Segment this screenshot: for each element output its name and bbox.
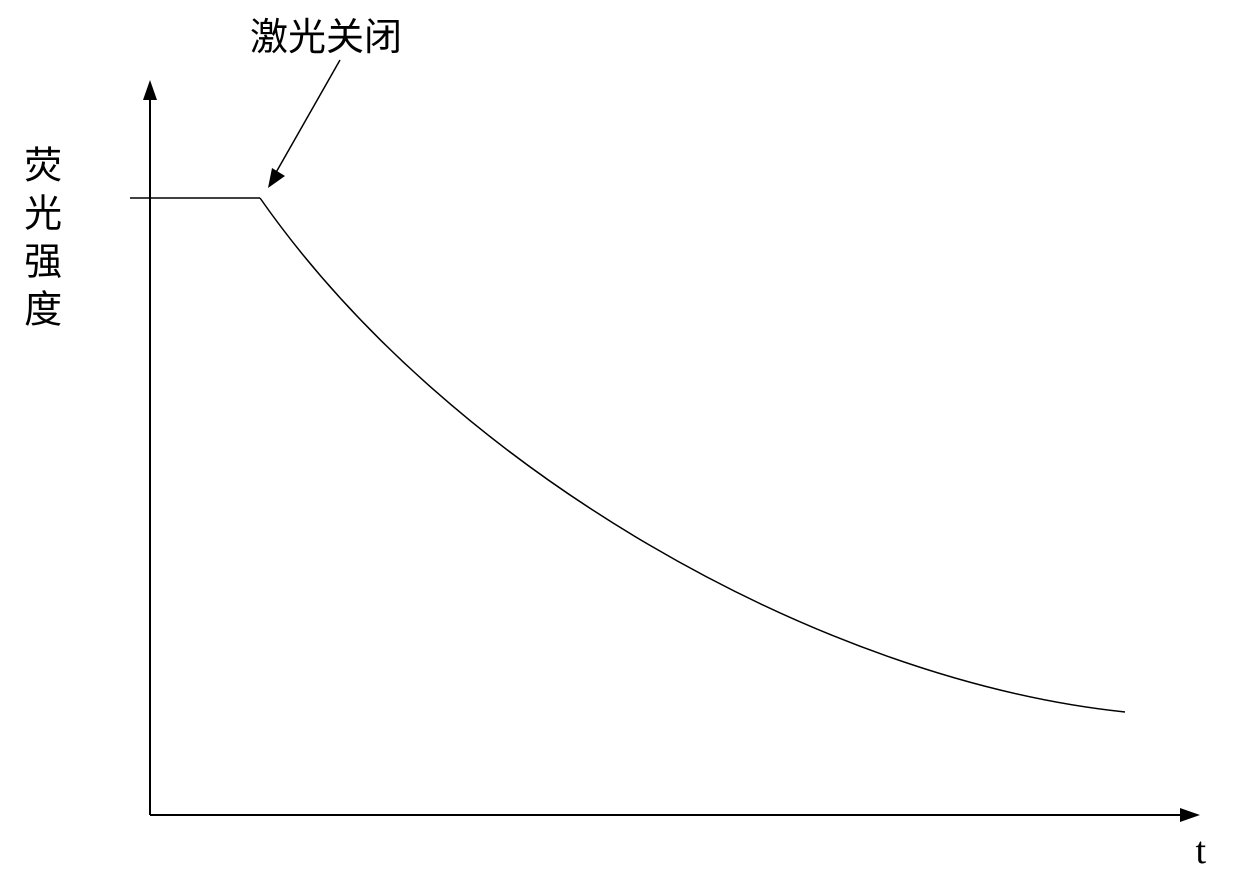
x-axis-label: t bbox=[1195, 829, 1206, 873]
x-axis-arrow bbox=[1180, 808, 1200, 822]
y-axis-label: 荧光强度 bbox=[15, 145, 61, 337]
annotation-arrow-head bbox=[268, 168, 285, 188]
annotation-label: 激光关闭 bbox=[250, 6, 402, 61]
annotation-arrow-line bbox=[274, 60, 340, 176]
chart-container: 荧光强度 激光关闭 t bbox=[0, 0, 1240, 885]
y-axis-arrow bbox=[143, 80, 157, 100]
chart-svg bbox=[0, 0, 1240, 885]
decay-curve bbox=[260, 198, 1125, 712]
